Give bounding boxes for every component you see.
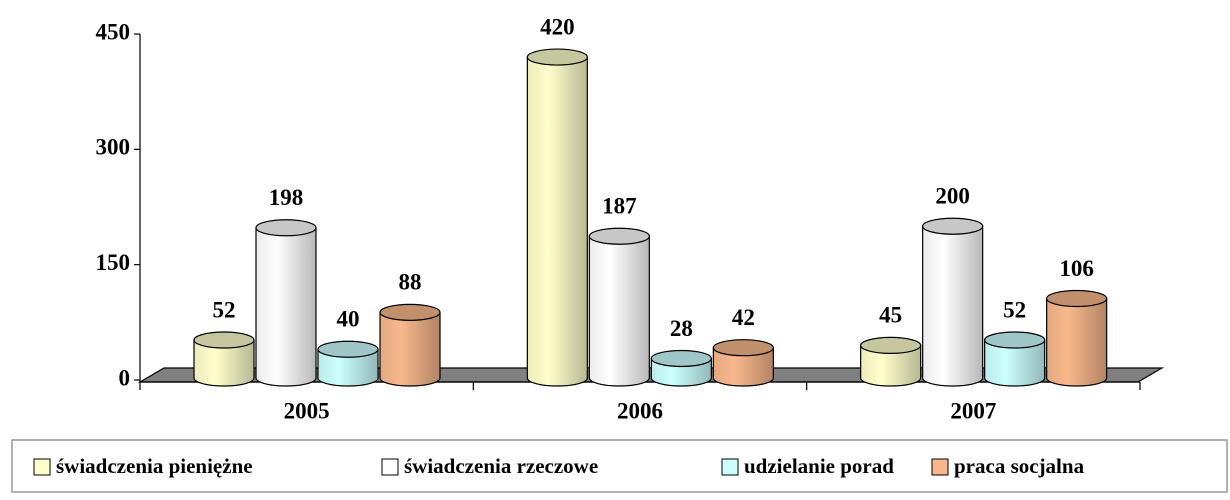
bar-top <box>379 303 441 321</box>
bar-top <box>526 48 588 66</box>
bar <box>379 311 441 387</box>
legend-swatch <box>931 458 949 476</box>
value-label: 198 <box>269 185 304 210</box>
bar-top <box>922 217 984 235</box>
bar-top <box>588 227 650 245</box>
bar <box>984 339 1046 387</box>
value-label: 40 <box>337 307 360 332</box>
value-label: 28 <box>670 316 693 341</box>
bar-top <box>650 349 712 368</box>
value-label: 106 <box>1059 256 1094 281</box>
bar <box>860 344 922 387</box>
bar <box>255 227 317 387</box>
bar <box>922 225 984 387</box>
bar-top <box>255 219 317 237</box>
bar-top <box>712 339 774 357</box>
legend-label: udzielanie porad <box>744 454 894 478</box>
legend-box <box>11 439 1228 493</box>
value-label: 187 <box>602 193 637 218</box>
bar-top <box>860 336 922 354</box>
bar <box>526 56 588 387</box>
x-tick-label: 2007 <box>950 398 996 423</box>
bar <box>1046 297 1108 387</box>
value-label: 88 <box>399 270 422 295</box>
legend-swatch <box>381 458 399 476</box>
x-tick-label: 2006 <box>617 398 663 423</box>
bar-top <box>317 340 379 358</box>
bar <box>712 347 774 387</box>
legend-label: świadczenia rzeczowe <box>404 454 598 478</box>
bar <box>193 339 255 387</box>
y-tick-label: 450 <box>96 19 131 44</box>
value-label: 52 <box>1003 297 1026 322</box>
x-tick-label: 2005 <box>284 398 330 423</box>
bar-top <box>1046 289 1108 308</box>
legend-label: praca socjalna <box>954 454 1085 478</box>
bar <box>588 235 650 387</box>
y-tick-label: 0 <box>119 365 131 390</box>
value-label: 45 <box>879 303 902 328</box>
y-tick-label: 300 <box>96 135 131 160</box>
legend-label: świadczenia pieniężne <box>56 454 253 478</box>
value-label: 42 <box>732 305 755 330</box>
legend-swatch <box>721 458 739 476</box>
bar-top <box>984 331 1046 349</box>
value-label: 52 <box>213 297 236 322</box>
bar <box>317 348 379 387</box>
value-label: 200 <box>935 184 970 209</box>
y-tick-label: 150 <box>96 250 131 275</box>
bar-top <box>193 331 255 349</box>
value-label: 420 <box>540 14 575 39</box>
legend-swatch <box>33 458 51 476</box>
